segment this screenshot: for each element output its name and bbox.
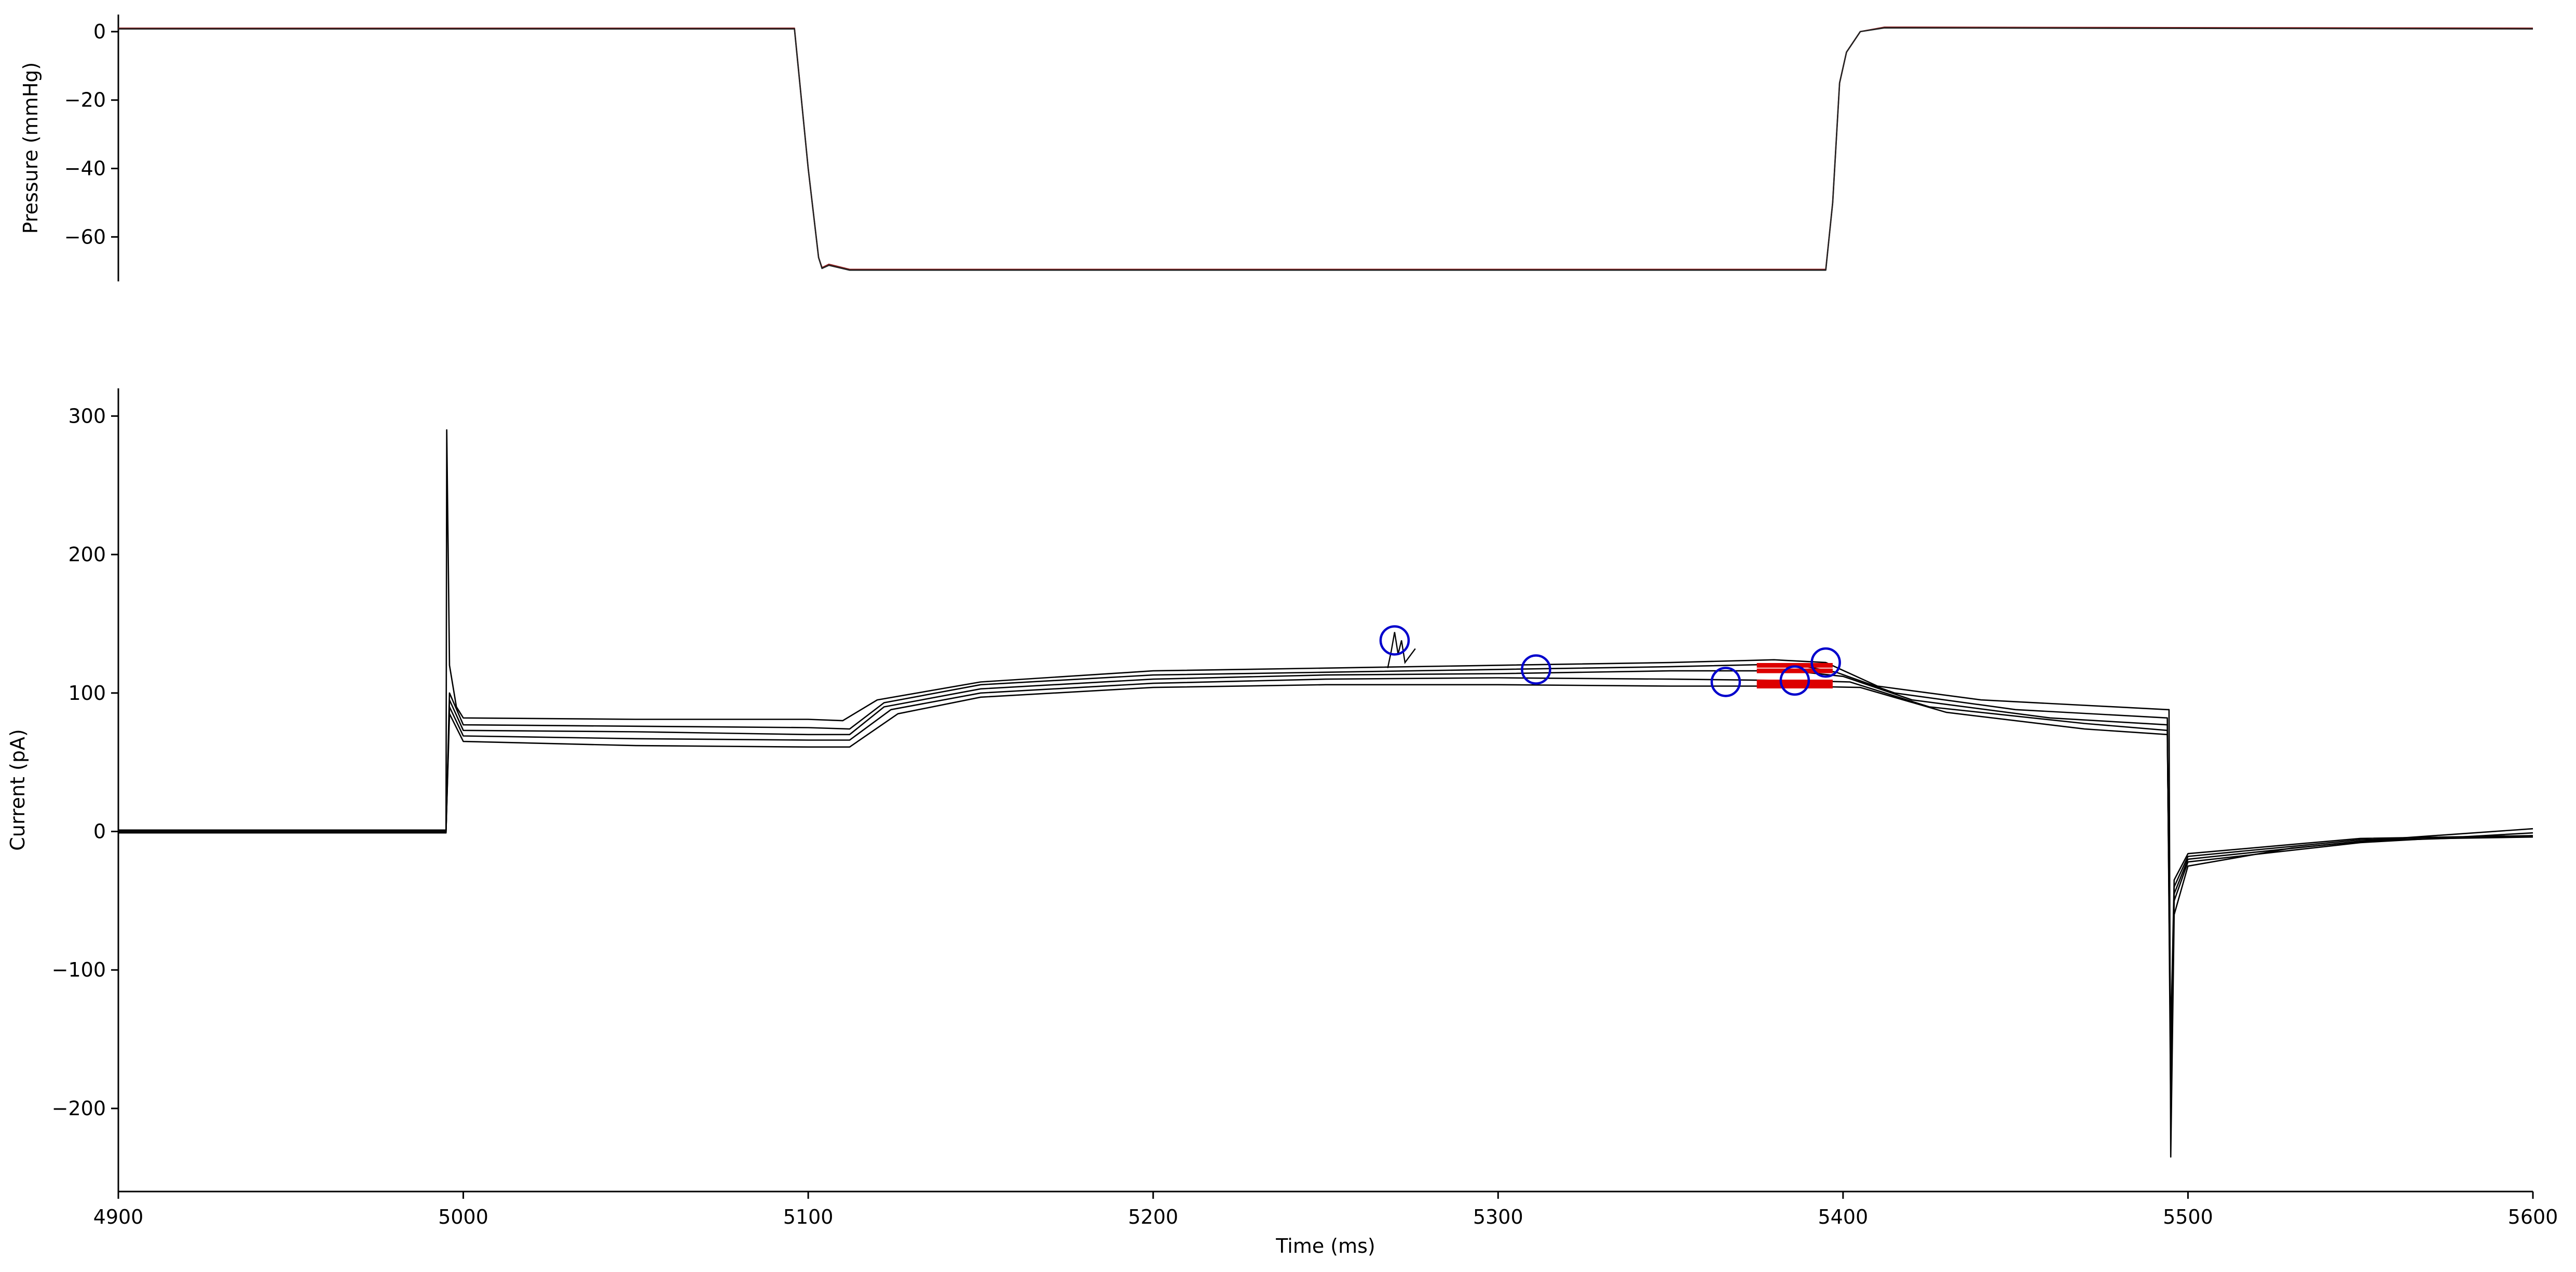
x-tick-label: 5200	[1128, 1206, 1178, 1228]
spike-burst	[1387, 632, 1416, 669]
event-marker	[1379, 625, 1410, 656]
x-tick-label: 5400	[1818, 1206, 1868, 1228]
y-tick-label: −20	[64, 89, 106, 112]
event-marker	[1779, 665, 1810, 696]
event-marker	[1710, 667, 1741, 697]
current-panel: 300 200 100 0 −100 −200 4900 5000 5100 5200 5300 54…	[6, 388, 2558, 1257]
event-marker	[1810, 647, 1841, 678]
x-tick-label: 5500	[2163, 1206, 2213, 1228]
series-line-1	[118, 26, 2533, 270]
y-tick-label: 0	[93, 20, 106, 43]
x-tick-label: 5000	[438, 1206, 488, 1228]
y-tick-label: 300	[68, 404, 106, 427]
series-line-5	[118, 684, 2533, 1040]
event-marker	[1521, 654, 1551, 685]
y-axis-label: Pressure (mmHg)	[19, 62, 42, 234]
y-tick-label: −200	[52, 1097, 106, 1120]
y-tick-label: 200	[68, 543, 106, 566]
x-tick-label: 5100	[783, 1206, 834, 1228]
y-tick-label: −60	[64, 225, 106, 248]
y-tick-label: −100	[52, 958, 106, 981]
y-tick-label: 0	[93, 820, 106, 843]
pressure-panel: 0 −20 −40 −60 Pressure (mmHg)	[19, 15, 2533, 281]
x-tick-label: 5600	[2508, 1206, 2558, 1228]
x-tick-label: 4900	[93, 1206, 144, 1228]
y-axis-label: Current (pA)	[6, 729, 29, 851]
y-tick-label: 100	[68, 682, 106, 705]
y-tick-label: −40	[64, 157, 106, 180]
series-line-2	[118, 27, 2533, 271]
x-tick-label: 5300	[1473, 1206, 1523, 1228]
x-axis-label: Time (ms)	[1275, 1235, 1375, 1257]
